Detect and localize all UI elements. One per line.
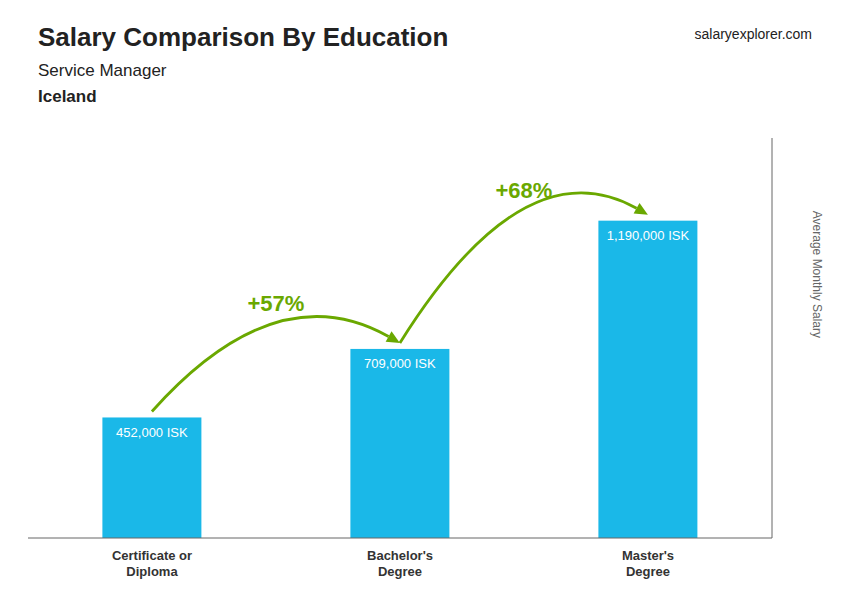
svg-text:Master'sDegree: Master'sDegree (622, 548, 674, 579)
html-text:Service Manager: Service Manager (38, 61, 167, 80)
svg-text:Certificate orDiploma: Certificate orDiploma (112, 548, 192, 579)
svg-text:709,000 ISK: 709,000 ISK (364, 356, 436, 371)
svg-text:Average Monthly Salary: Average Monthly Salary (810, 211, 824, 338)
html-text:Salary Comparison By Education: Salary Comparison By Education (38, 22, 449, 52)
svg-text:+57%: +57% (247, 291, 304, 316)
svg-text:Bachelor'sDegree: Bachelor'sDegree (367, 548, 433, 579)
svg-text:1,190,000 ISK: 1,190,000 ISK (607, 228, 690, 243)
html-text:salaryexplorer.com: salaryexplorer.com (694, 26, 812, 42)
html-text:Iceland: Iceland (38, 87, 97, 106)
svg-text:+68%: +68% (495, 178, 552, 203)
svg-text:452,000 ISK: 452,000 ISK (116, 425, 188, 440)
